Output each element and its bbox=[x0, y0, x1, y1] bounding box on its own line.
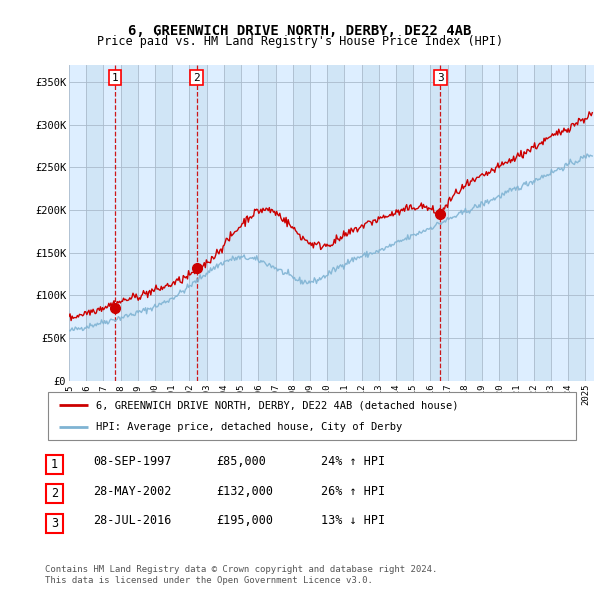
Text: 3: 3 bbox=[51, 517, 58, 530]
Text: £85,000: £85,000 bbox=[216, 455, 266, 468]
Text: 6, GREENWICH DRIVE NORTH, DERBY, DE22 4AB: 6, GREENWICH DRIVE NORTH, DERBY, DE22 4A… bbox=[128, 24, 472, 38]
Text: 08-SEP-1997: 08-SEP-1997 bbox=[93, 455, 172, 468]
Bar bbox=[121, 65, 138, 381]
Text: 6, GREENWICH DRIVE NORTH, DERBY, DE22 4AB (detached house): 6, GREENWICH DRIVE NORTH, DERBY, DE22 4A… bbox=[95, 400, 458, 410]
Bar bbox=[396, 65, 413, 381]
Text: 28-JUL-2016: 28-JUL-2016 bbox=[93, 514, 172, 527]
Text: 2: 2 bbox=[51, 487, 58, 500]
Text: 1: 1 bbox=[112, 73, 119, 83]
Bar bbox=[259, 65, 275, 381]
Bar bbox=[430, 65, 448, 381]
Bar bbox=[465, 65, 482, 381]
Bar bbox=[293, 65, 310, 381]
Text: 13% ↓ HPI: 13% ↓ HPI bbox=[321, 514, 385, 527]
Bar bbox=[327, 65, 344, 381]
Bar bbox=[499, 65, 517, 381]
Text: £195,000: £195,000 bbox=[216, 514, 273, 527]
Text: 1: 1 bbox=[51, 458, 58, 471]
Bar bbox=[224, 65, 241, 381]
Bar bbox=[86, 65, 103, 381]
Text: This data is licensed under the Open Government Licence v3.0.: This data is licensed under the Open Gov… bbox=[45, 576, 373, 585]
Bar bbox=[362, 65, 379, 381]
Text: 26% ↑ HPI: 26% ↑ HPI bbox=[321, 485, 385, 498]
Text: HPI: Average price, detached house, City of Derby: HPI: Average price, detached house, City… bbox=[95, 422, 402, 432]
Bar bbox=[568, 65, 586, 381]
Bar bbox=[155, 65, 172, 381]
Text: Contains HM Land Registry data © Crown copyright and database right 2024.: Contains HM Land Registry data © Crown c… bbox=[45, 565, 437, 574]
Text: 28-MAY-2002: 28-MAY-2002 bbox=[93, 485, 172, 498]
Text: £132,000: £132,000 bbox=[216, 485, 273, 498]
Text: 3: 3 bbox=[437, 73, 444, 83]
Bar bbox=[534, 65, 551, 381]
Text: 2: 2 bbox=[193, 73, 200, 83]
Text: Price paid vs. HM Land Registry's House Price Index (HPI): Price paid vs. HM Land Registry's House … bbox=[97, 35, 503, 48]
Text: 24% ↑ HPI: 24% ↑ HPI bbox=[321, 455, 385, 468]
Bar bbox=[190, 65, 207, 381]
